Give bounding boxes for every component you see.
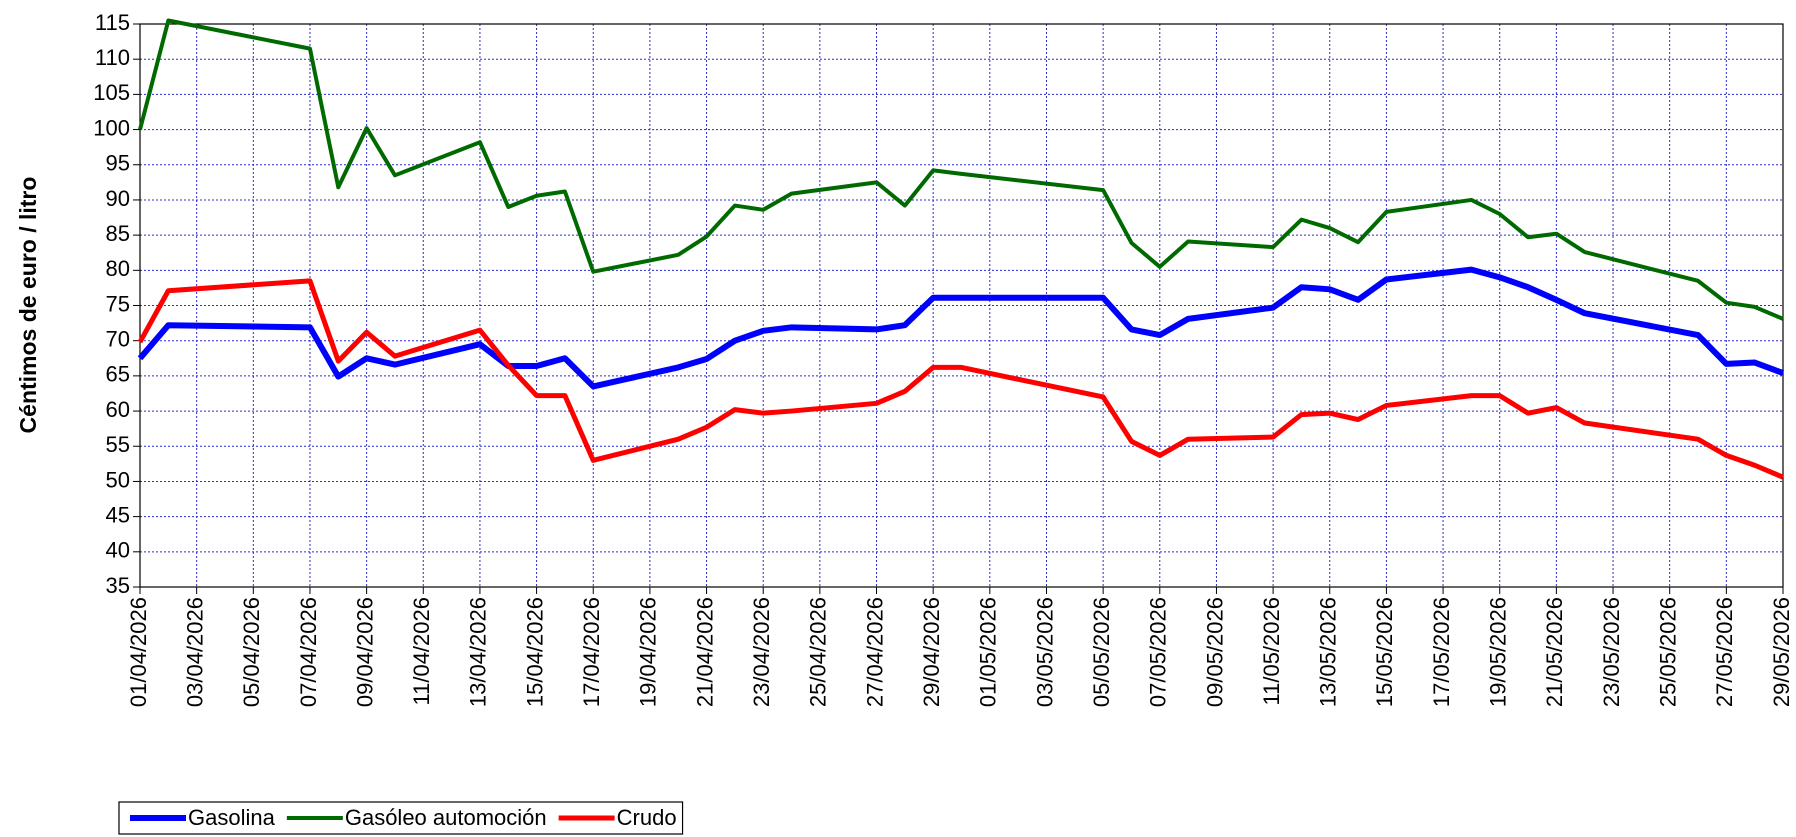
- x-tick-label: 07/04/2026: [296, 597, 321, 707]
- y-tick-label: 110: [95, 45, 130, 70]
- x-tick-label: 05/04/2026: [239, 597, 264, 707]
- series-line: [137, 266, 1785, 390]
- series-line: [137, 278, 1784, 480]
- x-tick-label: 19/04/2026: [636, 597, 661, 707]
- y-tick-label: 105: [93, 80, 130, 105]
- plot-frame: [139, 23, 1784, 588]
- y-tick-label: 75: [106, 291, 130, 316]
- x-tick-label: 23/05/2026: [1599, 597, 1624, 707]
- x-tick-label: 17/04/2026: [579, 597, 604, 707]
- x-tick-label: 27/05/2026: [1712, 597, 1737, 707]
- series-line: [138, 18, 1784, 321]
- x-tick-label: 21/04/2026: [692, 597, 717, 707]
- x-tick-label: 05/05/2026: [1089, 597, 1114, 707]
- y-tick-label: 115: [95, 10, 130, 35]
- y-tick-label: 70: [106, 327, 130, 352]
- x-tick-label: 15/04/2026: [522, 597, 547, 707]
- x-tick-label: 03/04/2026: [182, 597, 207, 707]
- y-axis-label: Céntimos de euro / litro: [15, 177, 41, 434]
- x-tick-label: 09/04/2026: [352, 597, 377, 707]
- y-tick-label: 65: [106, 362, 130, 387]
- x-tick-label: 11/05/2026: [1259, 597, 1284, 705]
- legend-label: Gasolina: [188, 805, 276, 830]
- x-tick-label: 07/05/2026: [1146, 597, 1171, 707]
- x-tick-label: 01/04/2026: [126, 597, 151, 707]
- x-tick-label: 17/05/2026: [1429, 597, 1454, 707]
- x-tick-label: 13/05/2026: [1316, 597, 1341, 707]
- y-tick-label: 40: [106, 538, 130, 563]
- x-tick-label: 15/05/2026: [1372, 597, 1397, 707]
- x-tick-label: 03/05/2026: [1032, 597, 1057, 707]
- x-tick-label: 25/05/2026: [1656, 597, 1681, 707]
- x-tick-label: 27/04/2026: [862, 597, 887, 707]
- x-tick-label: 25/04/2026: [806, 597, 831, 707]
- x-tick-label: 29/04/2026: [919, 597, 944, 707]
- x-tick-label: 23/04/2026: [749, 597, 774, 707]
- x-tick-label: 19/05/2026: [1486, 597, 1511, 707]
- legend-label: Crudo: [617, 805, 677, 830]
- legend-label: Gasóleo automoción: [345, 805, 547, 830]
- y-tick-label: 35: [106, 573, 130, 598]
- x-tick-label: 29/05/2026: [1769, 597, 1794, 707]
- y-tick-label: 45: [106, 502, 130, 527]
- x-tick-label: 09/05/2026: [1202, 597, 1227, 707]
- x-tick-label: 13/04/2026: [466, 597, 491, 707]
- x-tick-label: 11/04/2026: [409, 597, 434, 705]
- y-tick-label: 90: [106, 186, 130, 211]
- y-tick-label: 85: [106, 221, 130, 246]
- y-tick-label: 80: [106, 256, 130, 281]
- y-tick-label: 50: [106, 467, 130, 492]
- x-tick-label: 01/05/2026: [976, 597, 1001, 707]
- y-tick-label: 60: [106, 397, 130, 422]
- y-tick-label: 55: [106, 432, 130, 457]
- x-tick-label: 21/05/2026: [1542, 597, 1567, 707]
- y-tick-label: 100: [93, 115, 130, 140]
- y-tick-label: 95: [106, 151, 130, 176]
